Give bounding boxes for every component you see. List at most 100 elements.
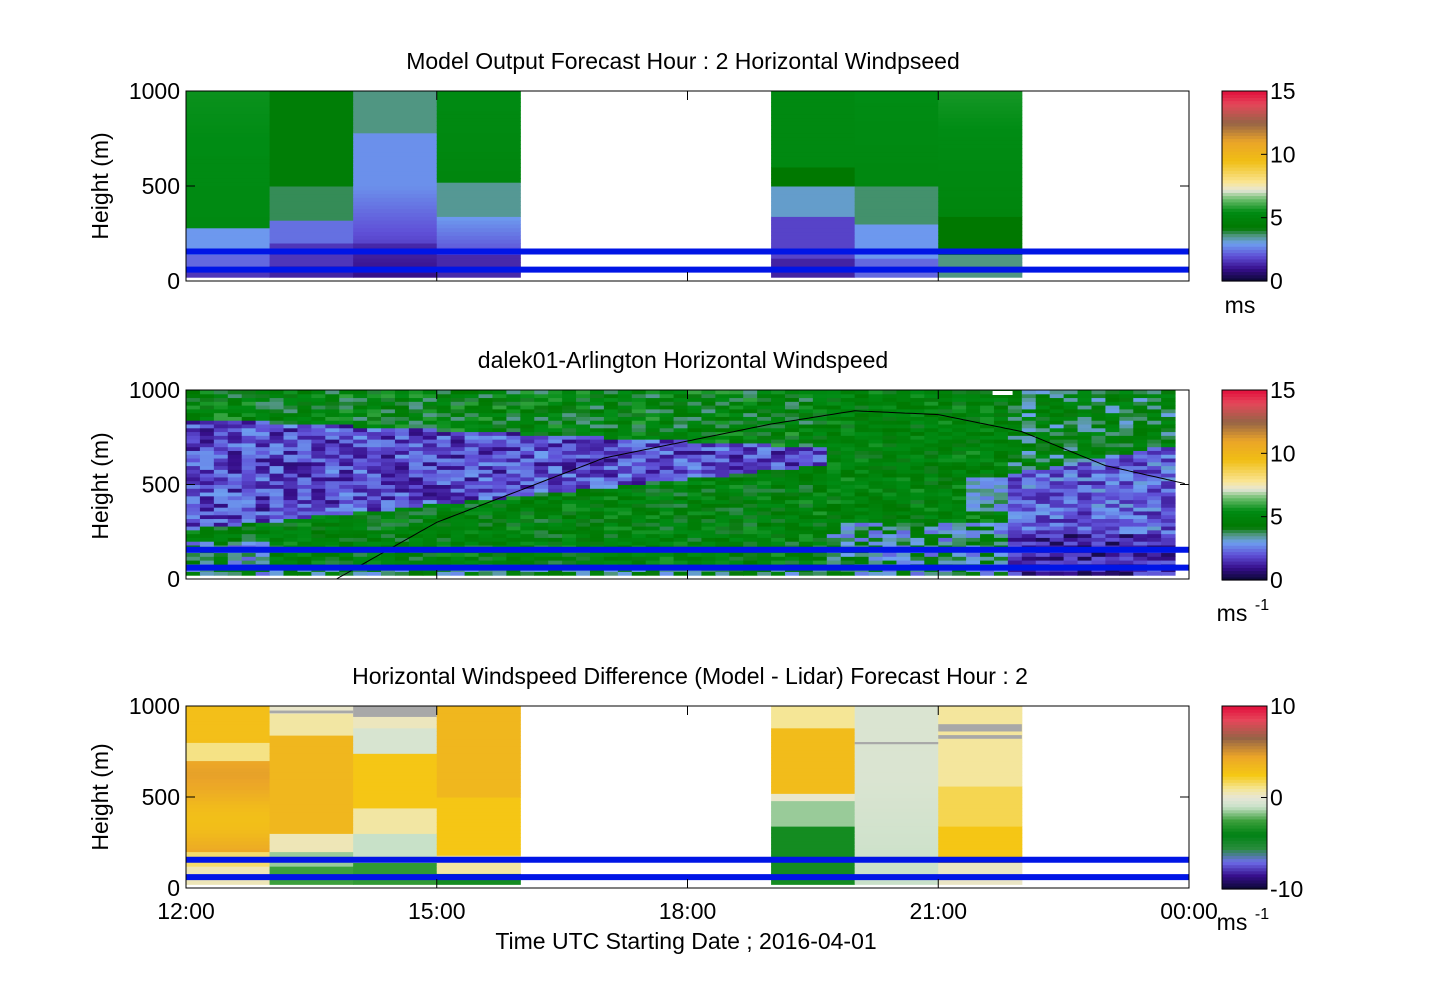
- lidar-cell: [1063, 518, 1079, 523]
- lidar-cell: [952, 450, 967, 455]
- diff-cell: [269, 807, 354, 813]
- lidar-cell: [450, 518, 466, 523]
- colorbar-swatch: [1222, 192, 1267, 197]
- lidar-cell: [520, 552, 535, 557]
- lidar-cell: [1133, 397, 1148, 402]
- lidar-cell: [325, 390, 340, 395]
- lidar-cell: [520, 458, 535, 463]
- lidar-cell: [771, 510, 786, 516]
- model-cell: [186, 273, 271, 278]
- lidar-cell: [617, 397, 633, 402]
- model-cell: [353, 148, 438, 153]
- lidar-cell: [868, 442, 884, 448]
- lidar-cell: [381, 503, 396, 508]
- lidar-cell: [645, 518, 661, 523]
- lidar-cell: [241, 461, 257, 467]
- lidar-cell: [617, 556, 633, 561]
- lidar-cell: [980, 503, 995, 508]
- lidar-cell: [631, 507, 647, 512]
- lidar-cell: [743, 408, 758, 414]
- lidar-cell: [729, 526, 744, 531]
- lidar-cell: [993, 427, 1009, 433]
- lidar-cell: [199, 529, 215, 535]
- lidar-cell: [297, 465, 312, 470]
- lidar-cell: [227, 465, 243, 470]
- lidar-cell: [1077, 476, 1092, 482]
- diff-cell: [186, 815, 271, 820]
- lidar-cell: [311, 397, 326, 402]
- lidar-cell: [1035, 405, 1051, 410]
- diff-cell: [938, 869, 1023, 874]
- colorbar-swatch: [1222, 106, 1267, 111]
- lidar-cell: [1133, 476, 1148, 482]
- lidar-cell: [868, 518, 884, 523]
- lidar-cell: [1049, 450, 1065, 455]
- lidar-cell: [520, 446, 535, 451]
- lidar-cell: [1063, 533, 1079, 538]
- lidar-cell: [631, 541, 647, 546]
- model-cell: [436, 121, 521, 126]
- lidar-cell: [687, 507, 702, 512]
- lidar-cell: [1091, 571, 1106, 576]
- lidar-cell: [199, 393, 215, 399]
- lidar-cell: [227, 556, 243, 561]
- model-cell: [771, 170, 856, 176]
- diff-cell: [938, 720, 1023, 725]
- lidar-cell: [269, 541, 285, 546]
- lidar-cell: [771, 541, 786, 546]
- lidar-cell: [311, 488, 326, 493]
- lidar-cell: [450, 510, 466, 516]
- colorbar-unit-exp-difference: -1: [1255, 906, 1269, 923]
- lidar-cell: [1105, 397, 1120, 402]
- lidar-cell: [1035, 556, 1051, 561]
- model-cell: [854, 216, 939, 221]
- lidar-cell: [548, 522, 563, 527]
- colorbar-swatch: [1222, 214, 1267, 219]
- lidar-cell: [743, 427, 758, 433]
- lidar-cell: [798, 420, 814, 425]
- lidar-cell: [1147, 458, 1162, 463]
- model-cell: [771, 182, 856, 187]
- lidar-cell: [715, 480, 730, 485]
- lidar-cell: [269, 476, 285, 482]
- lidar-cell: [367, 480, 382, 485]
- colorbar-swatch: [1222, 564, 1267, 568]
- lidar-cell: [1035, 537, 1051, 542]
- lidar-cell: [1119, 560, 1134, 565]
- lidar-cell: [743, 476, 758, 482]
- model-cell: [436, 94, 521, 100]
- lidar-cell: [1077, 446, 1092, 451]
- lidar-cell: [269, 454, 285, 459]
- model-cell: [771, 117, 856, 122]
- lidar-cell: [213, 469, 229, 474]
- lidar-cell: [757, 522, 772, 527]
- lidar-cell: [506, 390, 521, 395]
- lidar-cell: [798, 442, 814, 448]
- colorbar-swatch: [1222, 176, 1267, 181]
- lidar-cell: [812, 405, 828, 410]
- lidar-cell: [422, 473, 438, 478]
- diff-cell: [186, 837, 271, 842]
- lidar-cell: [757, 408, 772, 414]
- lidar-cell: [924, 427, 939, 433]
- lidar-cell: [840, 522, 856, 527]
- lidar-cell: [854, 427, 870, 433]
- lidar-cell: [1021, 507, 1037, 512]
- lidar-cell: [771, 458, 786, 463]
- model-cell: [269, 178, 354, 183]
- lidar-cell: [645, 420, 661, 425]
- lidar-cell: [478, 439, 493, 444]
- lidar-cell: [993, 439, 1009, 444]
- lidar-cell: [993, 514, 1009, 520]
- lidar-cell: [381, 510, 396, 516]
- lidar-cell: [854, 480, 870, 485]
- lidar-cell: [562, 495, 577, 501]
- lidar-cell: [1147, 465, 1162, 470]
- lidar-cell: [353, 405, 368, 410]
- lidar-cell: [882, 431, 897, 436]
- lidar-cell: [743, 431, 758, 436]
- lidar-cell: [269, 393, 285, 399]
- lidar-cell: [1105, 541, 1120, 546]
- lidar-cell: [1161, 465, 1176, 470]
- lidar-cell: [576, 461, 591, 467]
